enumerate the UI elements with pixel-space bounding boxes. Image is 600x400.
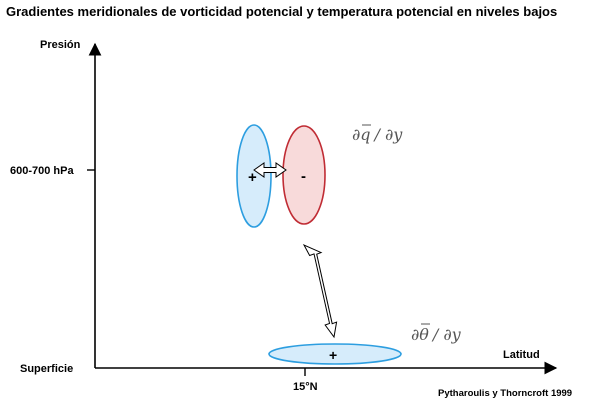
x-axis-label: Latitud (503, 349, 540, 361)
x-tick-label: 15°N (293, 381, 318, 393)
vertical-double-arrow (302, 243, 338, 339)
y-tick-upper-label: 600-700 hPa (10, 165, 74, 177)
y-tick-lower-label: Superficie (20, 363, 73, 375)
svg-text:∂θ/ ∂y: ∂θ / ∂y (411, 325, 462, 344)
upper-positive-sign: + (248, 169, 257, 186)
upper-positive-anomaly (236, 124, 272, 228)
y-axis-label: Presión (40, 39, 81, 51)
upper-negative-sign: - (301, 168, 306, 185)
svg-text:∂q/ ∂y: ∂q / ∂y (352, 125, 403, 144)
diagram-title: Gradientes meridionales de vorticidad po… (6, 4, 558, 19)
upper-negative-anomaly (282, 125, 326, 225)
upper-double-arrow (253, 162, 287, 178)
credit-text: Pytharoulis y Thorncroft 1999 (438, 388, 572, 399)
surface-positive-sign: + (329, 347, 337, 363)
pv-gradient-expression: ∂q / ∂y (352, 124, 403, 144)
theta-gradient-expression: ∂θ / ∂y (411, 323, 462, 344)
surface-positive-anomaly (268, 343, 402, 365)
